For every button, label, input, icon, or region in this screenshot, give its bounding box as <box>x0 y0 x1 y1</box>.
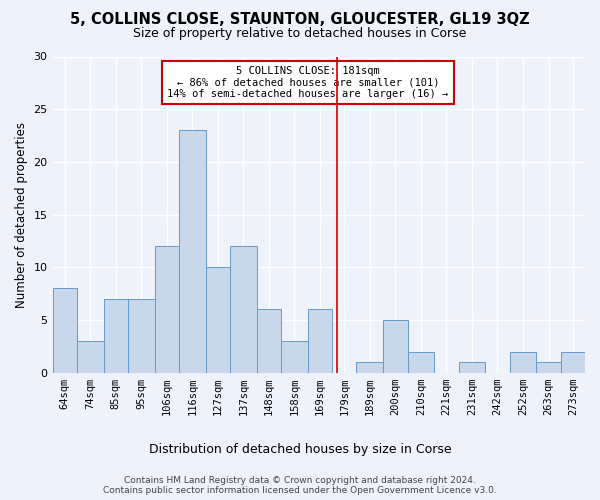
Bar <box>458 362 485 372</box>
Text: 5 COLLINS CLOSE: 181sqm
← 86% of detached houses are smaller (101)
14% of semi-d: 5 COLLINS CLOSE: 181sqm ← 86% of detache… <box>167 66 449 99</box>
Bar <box>77 341 104 372</box>
Bar <box>104 299 128 372</box>
Bar <box>356 362 383 372</box>
Text: Contains HM Land Registry data © Crown copyright and database right 2024.
Contai: Contains HM Land Registry data © Crown c… <box>103 476 497 495</box>
Bar <box>308 310 332 372</box>
Bar <box>281 341 308 372</box>
Text: Distribution of detached houses by size in Corse: Distribution of detached houses by size … <box>149 442 451 456</box>
Bar <box>206 268 230 372</box>
Bar <box>509 352 536 372</box>
Text: Size of property relative to detached houses in Corse: Size of property relative to detached ho… <box>133 28 467 40</box>
Bar <box>383 320 407 372</box>
Bar <box>179 130 206 372</box>
Bar <box>407 352 434 372</box>
Bar <box>128 299 155 372</box>
Y-axis label: Number of detached properties: Number of detached properties <box>15 122 28 308</box>
Bar <box>155 246 179 372</box>
Bar <box>230 246 257 372</box>
Bar <box>536 362 560 372</box>
Bar <box>560 352 585 372</box>
Bar <box>53 288 77 372</box>
Text: 5, COLLINS CLOSE, STAUNTON, GLOUCESTER, GL19 3QZ: 5, COLLINS CLOSE, STAUNTON, GLOUCESTER, … <box>70 12 530 28</box>
Bar <box>257 310 281 372</box>
